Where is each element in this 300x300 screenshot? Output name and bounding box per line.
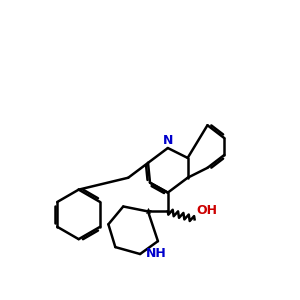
- Text: OH: OH: [196, 204, 218, 218]
- Text: NH: NH: [146, 247, 166, 260]
- Text: N: N: [163, 134, 173, 147]
